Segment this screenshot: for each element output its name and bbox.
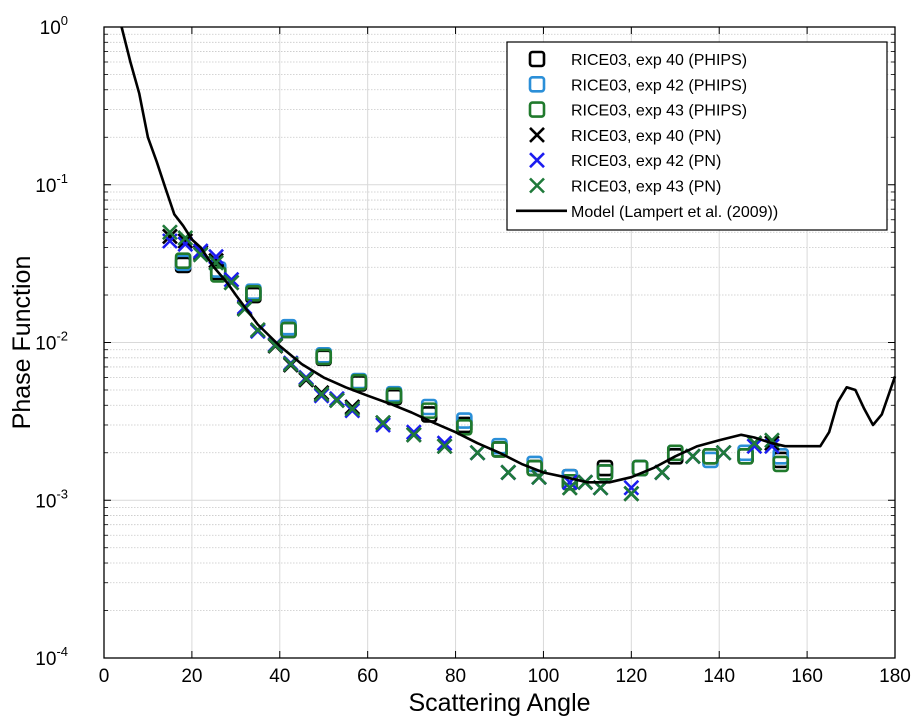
x-marker xyxy=(177,236,194,253)
x-tick-label: 40 xyxy=(269,666,290,687)
x-marker xyxy=(328,392,345,409)
x-marker xyxy=(529,177,545,194)
x-marker xyxy=(529,152,545,169)
y-tick-label: 10-1 xyxy=(35,171,68,197)
x-axis-label: Scattering Angle xyxy=(408,689,590,717)
legend-item: RICE03, exp 40 (PN) xyxy=(529,126,721,145)
legend-item: RICE03, exp 43 (PN) xyxy=(529,177,721,196)
square-marker xyxy=(772,455,790,473)
legend-label: RICE03, exp 40 (PN) xyxy=(571,128,721,145)
square-marker xyxy=(528,76,546,93)
square-marker xyxy=(631,459,649,477)
x-tick-label: 180 xyxy=(879,666,911,687)
x-marker xyxy=(192,246,209,263)
x-marker xyxy=(313,386,330,403)
square-marker xyxy=(596,464,614,481)
y-tick-label: 10-4 xyxy=(35,644,68,670)
x-tick-label: 60 xyxy=(357,666,378,687)
series-model-lampert-et-al-2009- xyxy=(120,26,897,484)
x-marker xyxy=(469,444,486,461)
x-marker xyxy=(436,435,453,452)
x-marker xyxy=(561,479,578,496)
x-tick-label: 80 xyxy=(445,666,466,687)
x-marker xyxy=(161,228,178,245)
square-marker xyxy=(737,447,754,465)
x-tick-label: 140 xyxy=(703,666,735,687)
x-marker xyxy=(177,230,194,246)
legend-item: RICE03, exp 42 (PN) xyxy=(529,152,721,170)
x-marker xyxy=(715,444,732,461)
series-layer xyxy=(120,26,897,502)
x-marker xyxy=(223,271,240,288)
square-marker xyxy=(772,451,790,469)
square-marker xyxy=(596,464,614,481)
legend-label: RICE03, exp 43 (PHIPS) xyxy=(571,103,747,120)
square-marker xyxy=(702,447,719,465)
square-marker xyxy=(702,447,719,465)
legend-item: RICE03, exp 40 (PHIPS) xyxy=(528,50,747,69)
x-marker xyxy=(623,479,640,496)
square-marker xyxy=(526,459,543,477)
x-marker xyxy=(405,426,422,443)
legend-label: Model (Lampert et al. (2009)) xyxy=(571,204,778,221)
x-tick-label: 120 xyxy=(615,666,647,687)
series-rice03-exp-43-pn- xyxy=(161,224,780,502)
legend-label: RICE03, exp 42 (PHIPS) xyxy=(571,77,747,94)
model-curve xyxy=(120,26,897,484)
series-rice03-exp-40-phips- xyxy=(174,256,790,486)
x-marker xyxy=(623,485,640,502)
y-tick-labels: 10-4 10-3 10-2 10-1 100 xyxy=(35,13,68,670)
legend-item: RICE03, exp 42 (PHIPS) xyxy=(528,76,747,94)
x-marker xyxy=(436,438,453,455)
legend: RICE03, exp 40 (PHIPS) RICE03, exp 42 (PH… xyxy=(506,41,888,231)
x-tick-label: 100 xyxy=(528,666,560,687)
square-marker xyxy=(528,50,546,68)
square-marker xyxy=(596,459,614,477)
x-marker xyxy=(267,337,284,354)
y-tick-label: 100 xyxy=(40,13,68,39)
square-marker xyxy=(456,419,473,436)
legend-item: RICE03, exp 43 (PHIPS) xyxy=(528,101,747,120)
x-marker xyxy=(654,464,671,481)
tick-marks xyxy=(103,26,896,659)
x-tick-label: 20 xyxy=(181,666,202,687)
square-marker xyxy=(174,252,192,270)
x-marker xyxy=(500,464,517,481)
legend-items: RICE03, exp 40 (PHIPS) RICE03, exp 42 (PH… xyxy=(516,50,778,221)
x-tick-label: 0 xyxy=(99,666,110,687)
square-marker xyxy=(528,101,546,118)
x-marker xyxy=(746,438,763,455)
x-marker xyxy=(375,414,391,431)
x-marker xyxy=(405,424,422,441)
series-rice03-exp-42-pn- xyxy=(161,233,780,496)
x-marker xyxy=(208,254,224,271)
y-tick-label: 10-3 xyxy=(35,486,68,512)
x-tick-label: 160 xyxy=(791,666,823,687)
y-axis-label: Phase Function xyxy=(8,256,36,430)
square-marker xyxy=(315,348,333,366)
square-marker xyxy=(350,373,368,391)
x-marker xyxy=(249,322,266,338)
x-marker xyxy=(298,370,315,387)
legend-label: RICE03, exp 42 (PN) xyxy=(571,153,721,170)
legend-box xyxy=(506,41,888,231)
legend-label: RICE03, exp 40 (PHIPS) xyxy=(571,52,747,69)
square-marker xyxy=(420,402,438,419)
square-marker xyxy=(245,285,262,302)
x-tick-labels: 0 20 40 60 80 100 120 140 160 180 xyxy=(99,666,911,687)
legend-label: RICE03, exp 43 (PN) xyxy=(571,179,721,196)
legend-item: Model (Lampert et al. (2009)) xyxy=(516,204,778,221)
x-marker xyxy=(161,224,178,241)
y-tick-label: 10-2 xyxy=(35,329,68,355)
x-marker xyxy=(529,126,545,143)
square-marker xyxy=(280,321,297,339)
x-marker xyxy=(344,400,361,417)
square-marker xyxy=(702,451,719,469)
square-marker xyxy=(385,387,403,404)
x-marker xyxy=(223,274,240,291)
x-marker xyxy=(375,417,391,433)
